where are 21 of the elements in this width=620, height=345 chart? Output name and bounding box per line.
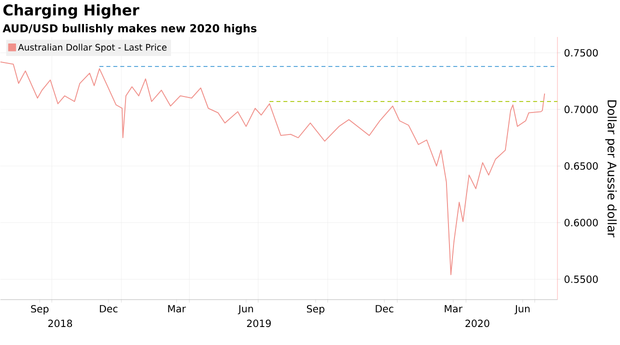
x-tick-label: Mar bbox=[168, 305, 186, 312]
x-tick-label: Sep bbox=[31, 305, 49, 315]
x-tick-label: Jun bbox=[238, 305, 253, 314]
x-tick-label: Sep bbox=[306, 305, 324, 315]
y-tick-label: 0.6500 bbox=[564, 162, 598, 170]
x-tick-label: Jun bbox=[514, 305, 530, 314]
text: 2018 bbox=[48, 320, 72, 328]
legend-label: Australian Dollar Spot - Last Price bbox=[18, 44, 167, 52]
y-tick-label: 0.6000 bbox=[564, 218, 598, 226]
y-axis-title: Dollar per Aussie dollar bbox=[605, 100, 617, 238]
y-tick-label: 0.5500 bbox=[564, 276, 598, 284]
x-tick-label: Dec bbox=[376, 305, 394, 312]
y-tick-label: 0.7500 bbox=[564, 49, 598, 57]
text: 2020 bbox=[466, 320, 490, 328]
x-tick-label: Mar bbox=[444, 305, 462, 312]
x-tick-label: Dec bbox=[100, 305, 118, 312]
chart-subtitle: AUD/USD bullishly makes new 2020 highs bbox=[2, 24, 256, 35]
chart-title: Charging Higher bbox=[3, 4, 140, 19]
line-series bbox=[0, 61, 546, 276]
text: 2019 bbox=[247, 320, 271, 328]
y-tick-label: 0.7000 bbox=[564, 106, 598, 114]
